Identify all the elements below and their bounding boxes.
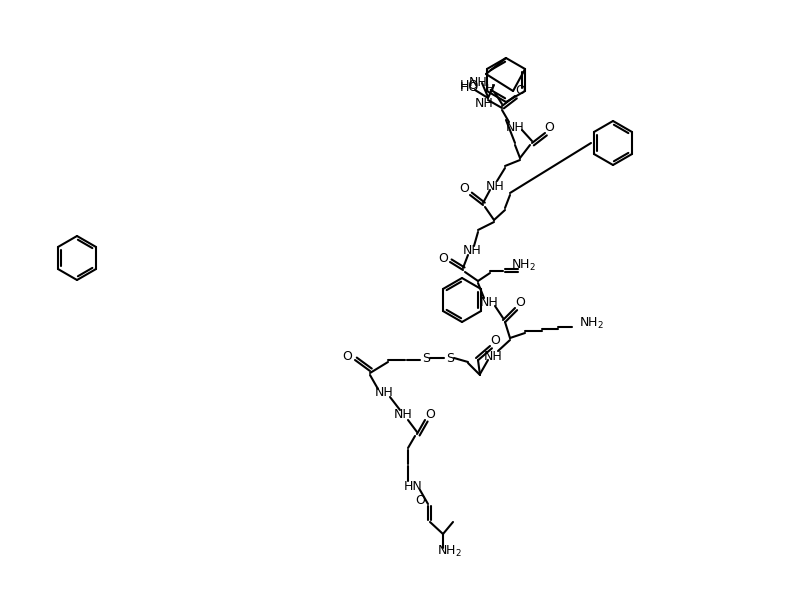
Text: O: O	[438, 252, 448, 264]
Text: NH$_2$: NH$_2$	[510, 257, 535, 273]
Text: HO: HO	[459, 78, 478, 91]
Text: O: O	[425, 408, 435, 421]
Text: NH: NH	[484, 349, 502, 362]
Text: O: O	[515, 296, 525, 309]
Text: HO: HO	[459, 81, 478, 94]
Text: O: O	[459, 181, 469, 194]
Text: NH: NH	[480, 296, 498, 309]
Text: NH: NH	[462, 243, 482, 256]
Text: NH$_2$: NH$_2$	[579, 316, 604, 330]
Text: NH: NH	[469, 75, 487, 88]
Text: NH: NH	[506, 121, 524, 134]
Text: NH: NH	[394, 409, 412, 422]
Text: O: O	[490, 333, 500, 346]
Text: O: O	[544, 121, 554, 134]
Text: H: H	[486, 84, 494, 94]
Text: O: O	[415, 494, 425, 507]
Text: NH: NH	[474, 97, 494, 110]
Text: S: S	[422, 352, 430, 365]
Text: NH$_2$: NH$_2$	[437, 544, 462, 558]
Text: NH: NH	[486, 180, 504, 193]
Text: HN: HN	[404, 479, 422, 492]
Text: O: O	[342, 349, 352, 362]
Text: S: S	[446, 352, 454, 365]
Text: NH: NH	[374, 386, 394, 399]
Text: O: O	[515, 84, 525, 97]
